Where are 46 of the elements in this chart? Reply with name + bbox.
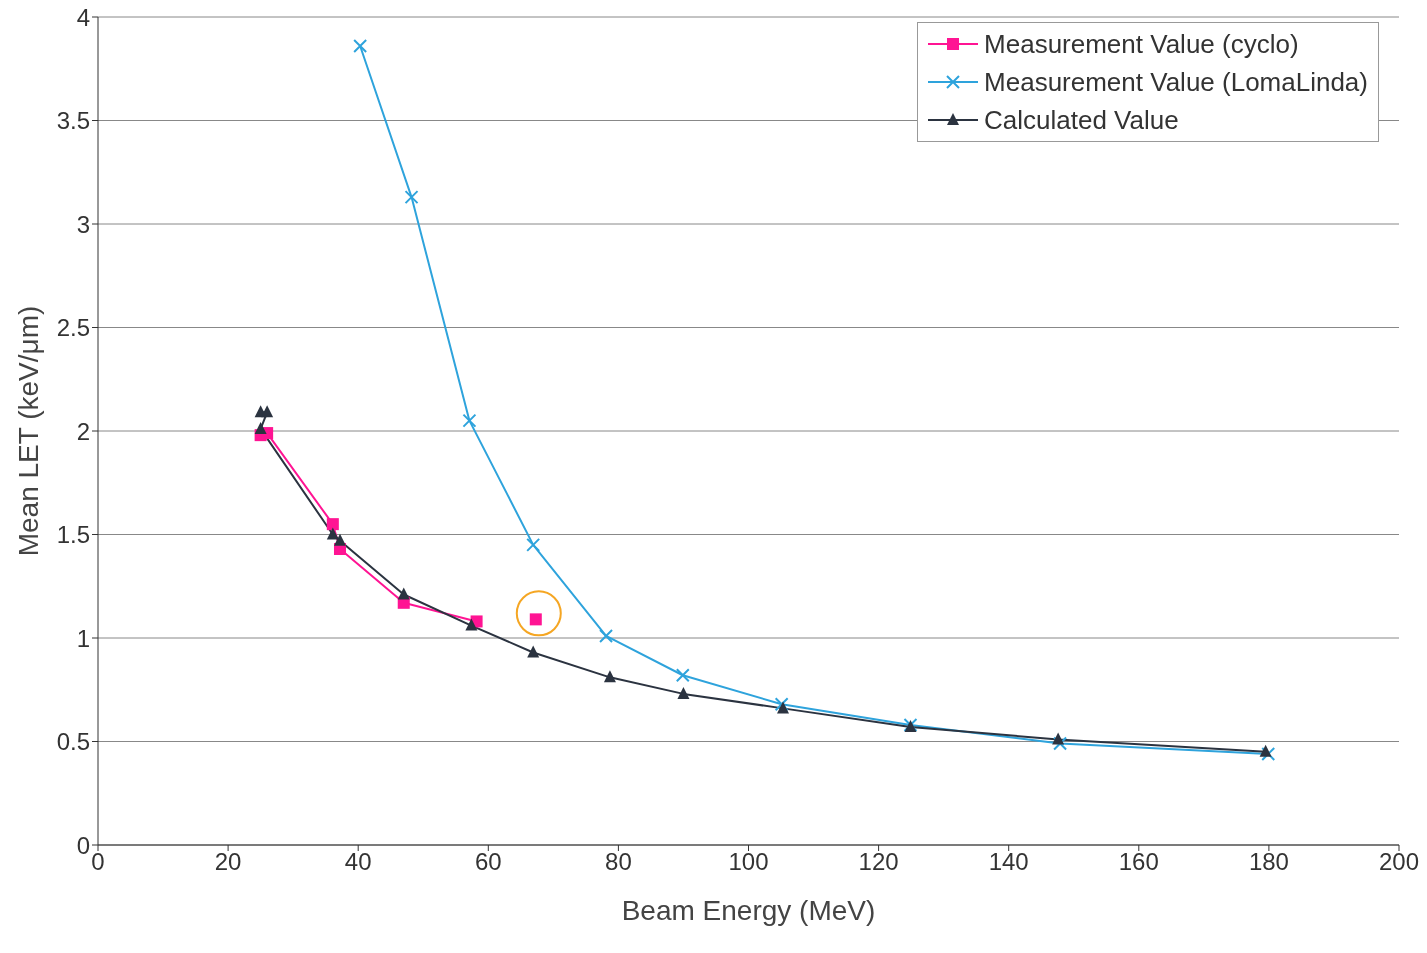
point [462, 413, 477, 428]
y-tick-label: 1.5 [56, 521, 90, 549]
point [774, 697, 789, 712]
x-tick-label: 20 [214, 848, 242, 876]
legend-label: Calculated Value [984, 104, 1179, 137]
point [526, 537, 541, 552]
point [397, 587, 410, 600]
point [1053, 736, 1068, 751]
point [326, 527, 339, 540]
legend-label: Measurement Value (cyclo) [984, 28, 1299, 61]
y-tick-label: 2 [76, 417, 90, 445]
x-tick-label: 80 [605, 848, 632, 876]
legend-label: Measurement Value (LomaLinda) [984, 66, 1368, 99]
point [603, 670, 616, 683]
point [1052, 732, 1065, 745]
x-tick-label: 140 [988, 848, 1029, 876]
point [675, 668, 690, 683]
point [326, 518, 339, 531]
point [677, 686, 690, 699]
y-tick-label: 3.5 [56, 107, 90, 135]
y-axis-title: Mean LET (keV/μm) [12, 305, 44, 557]
y-tick-label: 0.5 [56, 728, 90, 756]
point [1261, 746, 1276, 761]
y-tick-label: 1 [76, 624, 90, 652]
point [776, 701, 789, 714]
x-tick-label: 180 [1248, 848, 1289, 876]
point [404, 190, 419, 205]
x-tick-label: 100 [728, 848, 769, 876]
x-tick-label: 160 [1118, 848, 1159, 876]
x-tick-label: 60 [474, 848, 502, 876]
point [254, 421, 267, 434]
x-tick-label: 120 [858, 848, 899, 876]
y-tick-label: 4 [76, 3, 90, 31]
y-tick-label: 2.5 [56, 314, 90, 342]
y-tick-label: 3 [76, 210, 90, 238]
point [465, 618, 478, 631]
y-tick-label: 0 [76, 831, 90, 859]
point [333, 533, 346, 546]
x-tick-label: 40 [344, 848, 372, 876]
point [1259, 744, 1272, 757]
x-axis-title: Beam Energy (MeV) [621, 895, 876, 926]
point [527, 645, 540, 658]
point [599, 628, 614, 643]
point [261, 405, 274, 418]
x-tick-label: 200 [1378, 848, 1420, 876]
point [353, 38, 368, 53]
